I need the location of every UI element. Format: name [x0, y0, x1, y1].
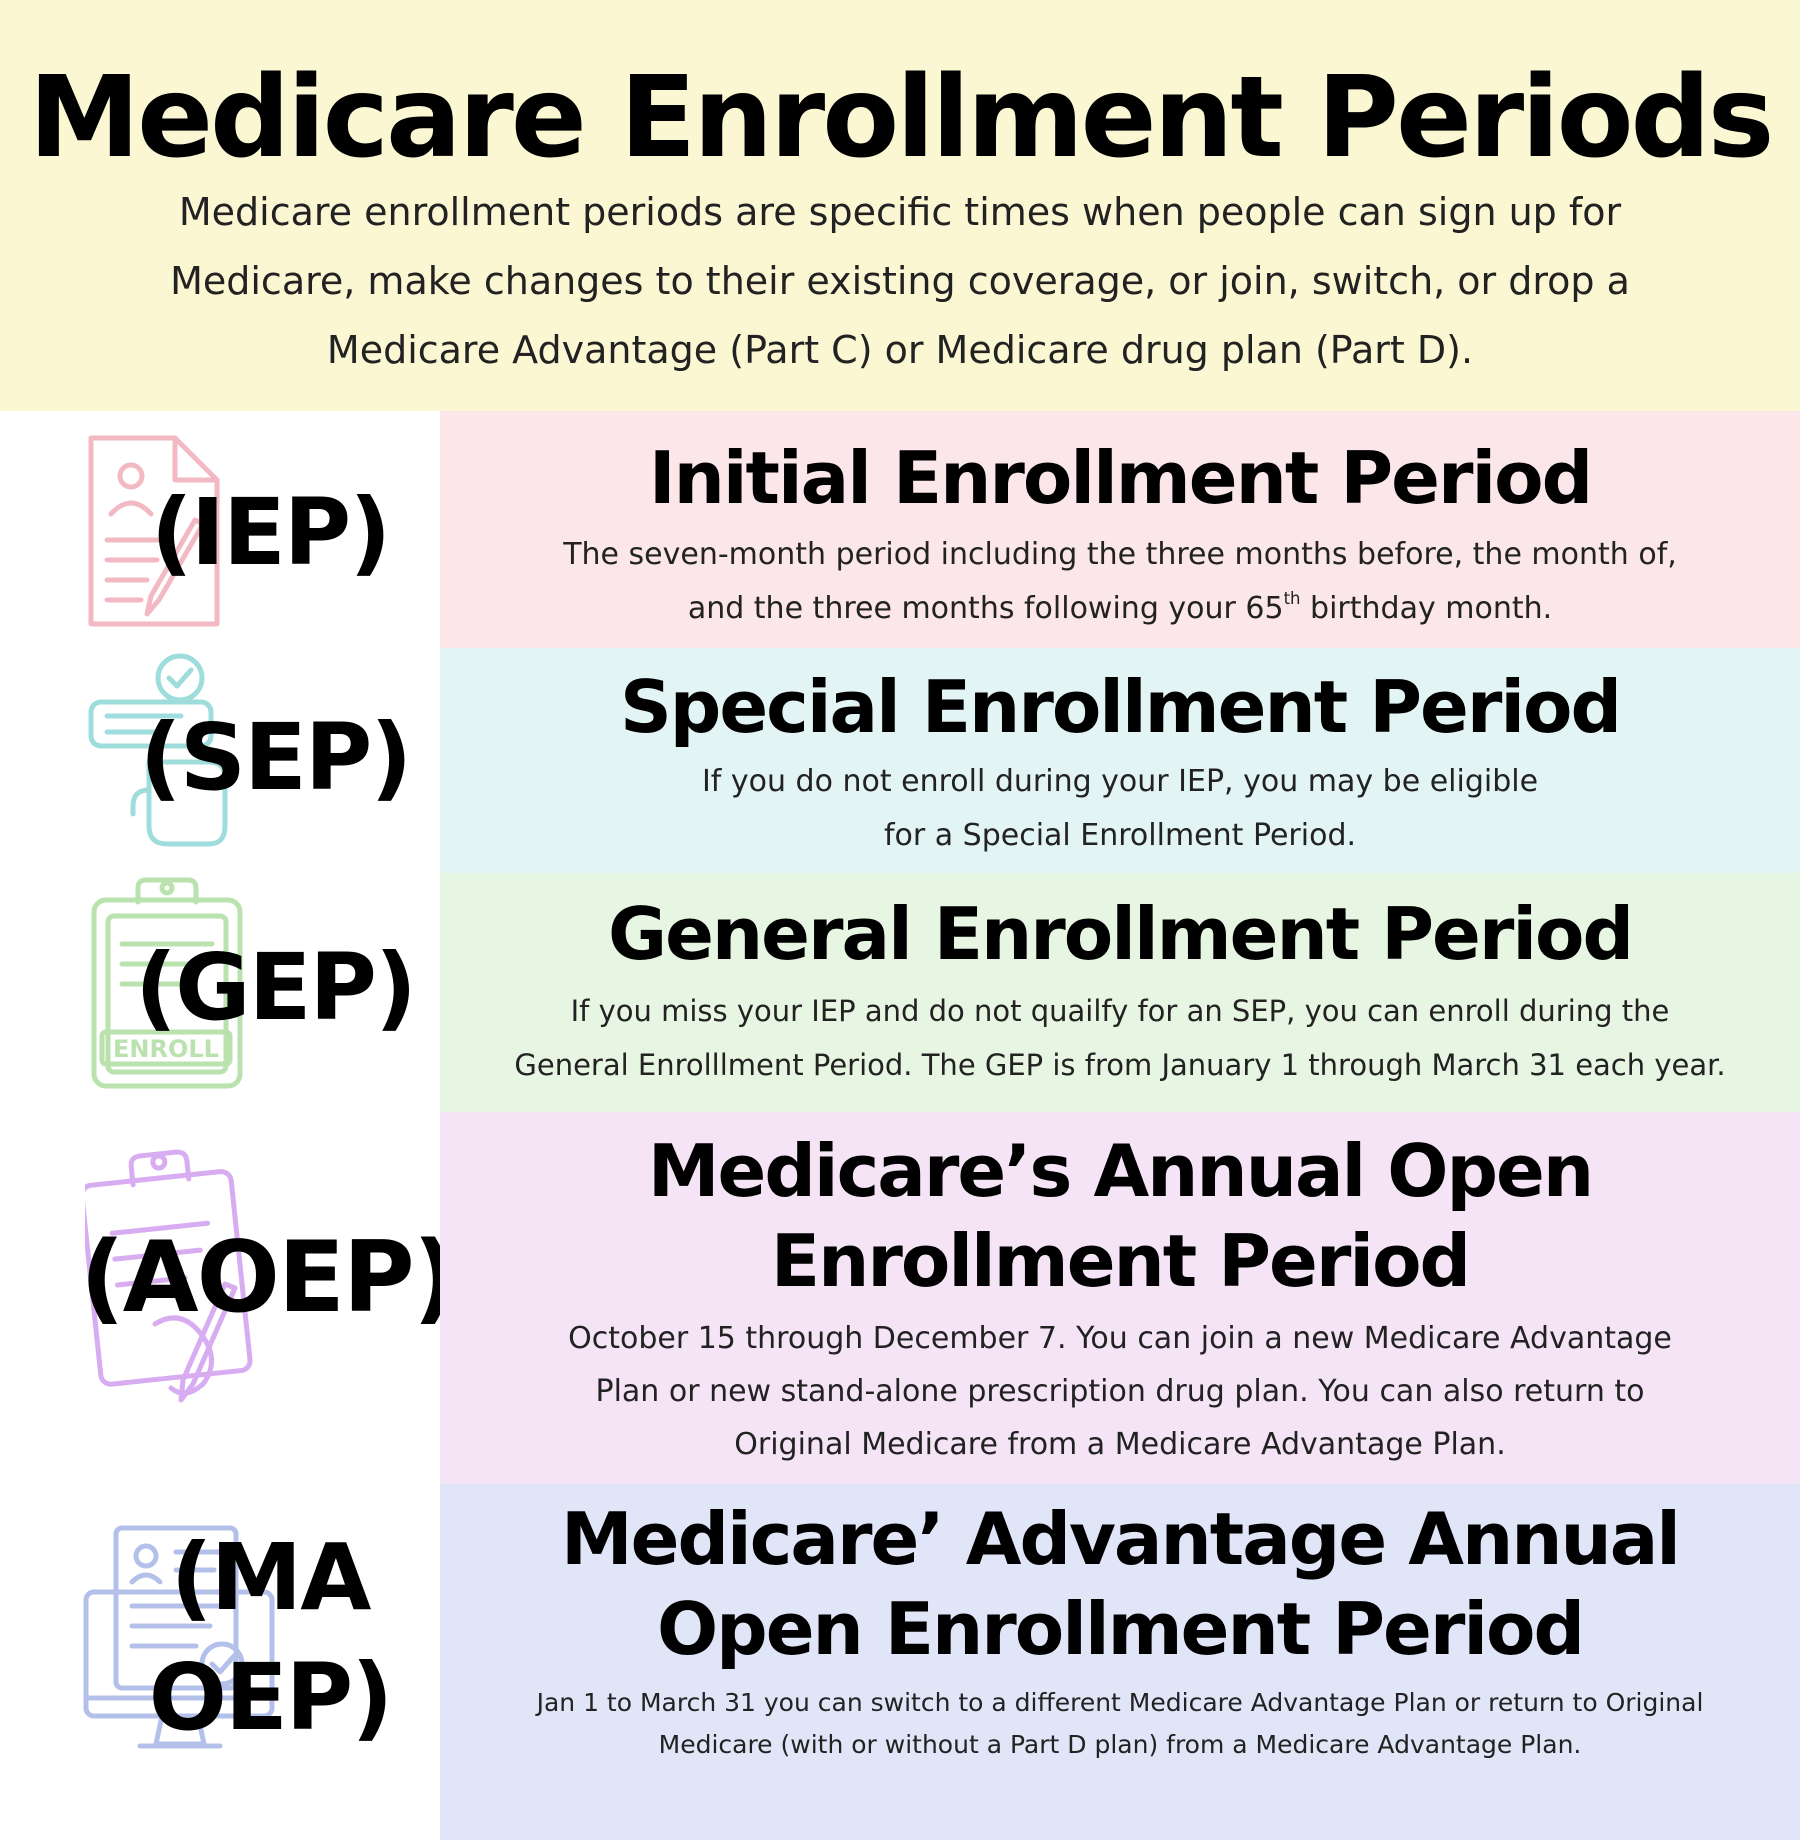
desc-line: If you do not enroll during your IEP, yo…	[701, 764, 1539, 799]
panel-iep: Initial Enrollment Period The seven-mont…	[440, 411, 1800, 648]
intro-text: Medicare enrollment periods are specific…	[100, 178, 1700, 385]
clipboard-enroll-icon: ENROLL	[91, 877, 243, 1089]
panel-title: Medicare’ Advantage Annual Open Enrollme…	[440, 1494, 1800, 1674]
panel-title: Special Enrollment Period	[619, 665, 1622, 749]
panel-aoep: Medicare’s Annual Open Enrollment Period…	[440, 1112, 1800, 1484]
document-pen-icon-strokes	[88, 435, 220, 627]
panel-description: If you do not enroll during your IEP, yo…	[480, 755, 1760, 863]
desc-line: birthday month.	[1300, 591, 1553, 626]
panel-description: Jan 1 to March 31 you can switch to a di…	[460, 1682, 1780, 1766]
page-title: Medicare Enrollment Periods	[28, 53, 1775, 183]
ordinal-suffix: th	[1283, 588, 1301, 608]
panel-description: The seven-month period including the thr…	[480, 528, 1760, 636]
desc-line: October 15 through December 7. You can j…	[568, 1321, 1672, 1356]
panel-title: Initial Enrollment Period	[648, 436, 1593, 520]
acronym-maoep-line: OEP)	[148, 1644, 394, 1751]
desc-line: and the three months following your 65	[687, 591, 1284, 626]
panel-description: October 15 through December 7. You can j…	[480, 1312, 1760, 1471]
desc-line: General Enrolllment Period. The GEP is f…	[514, 1048, 1726, 1082]
checklist-hand-icon	[88, 653, 228, 847]
acronym-maoep: (MA OEP)	[120, 1518, 420, 1758]
panel-gep: General Enrollment Period If you miss yo…	[440, 873, 1800, 1112]
acronym-iep: (IEP)	[150, 479, 392, 586]
acronym-aoep: (AOEP)	[80, 1221, 458, 1335]
enroll-stamp-text: ENROLL	[113, 1035, 219, 1063]
title-line: Medicare’ Advantage Annual	[561, 1497, 1681, 1581]
panel-title: General Enrollment Period	[607, 892, 1634, 976]
acronym-column	[0, 411, 440, 1840]
panel-sep: Special Enrollment Period If you do not …	[440, 648, 1800, 873]
intro-line: Medicare Advantage (Part C) or Medicare …	[326, 328, 1474, 372]
desc-line: Original Medicare from a Medicare Advant…	[734, 1427, 1506, 1462]
monitor-profile-icon	[83, 1525, 275, 1749]
panel-description: If you miss your IEP and do not quailfy …	[450, 984, 1790, 1092]
intro-line: Medicare enrollment periods are specific…	[178, 190, 1622, 234]
document-pen-icon	[88, 435, 220, 627]
clipboard-enroll-icon-strokes	[91, 877, 243, 1089]
title-line: Medicare’s Annual Open	[647, 1129, 1594, 1213]
header-banner: Medicare Enrollment Periods Medicare enr…	[0, 0, 1800, 411]
desc-line: If you miss your IEP and do not quailfy …	[570, 994, 1670, 1028]
intro-line: Medicare, make changes to their existing…	[170, 259, 1630, 303]
desc-line: Plan or new stand-alone prescription dru…	[595, 1374, 1645, 1409]
acronym-gep: (GEP)	[135, 934, 417, 1041]
acronym-maoep-line: (MA	[170, 1524, 372, 1631]
panel-title: Medicare’s Annual Open Enrollment Period	[440, 1126, 1800, 1306]
desc-line: for a Special Enrollment Period.	[883, 818, 1357, 853]
panel-maoep: Medicare’ Advantage Annual Open Enrollme…	[440, 1484, 1800, 1840]
desc-line: Medicare (with or without a Part D plan)…	[658, 1730, 1582, 1759]
desc-line: The seven-month period including the thr…	[563, 537, 1677, 572]
acronym-sep: (SEP)	[139, 704, 413, 811]
title-line: Enrollment Period	[770, 1219, 1471, 1303]
monitor-profile-icon-strokes	[83, 1525, 275, 1749]
clipboard-pen-icon	[85, 1149, 253, 1403]
clipboard-pen-icon-strokes	[85, 1149, 253, 1403]
desc-line: Jan 1 to March 31 you can switch to a di…	[536, 1688, 1704, 1717]
checklist-hand-icon-strokes	[88, 653, 228, 847]
title-line: Open Enrollment Period	[656, 1587, 1585, 1671]
